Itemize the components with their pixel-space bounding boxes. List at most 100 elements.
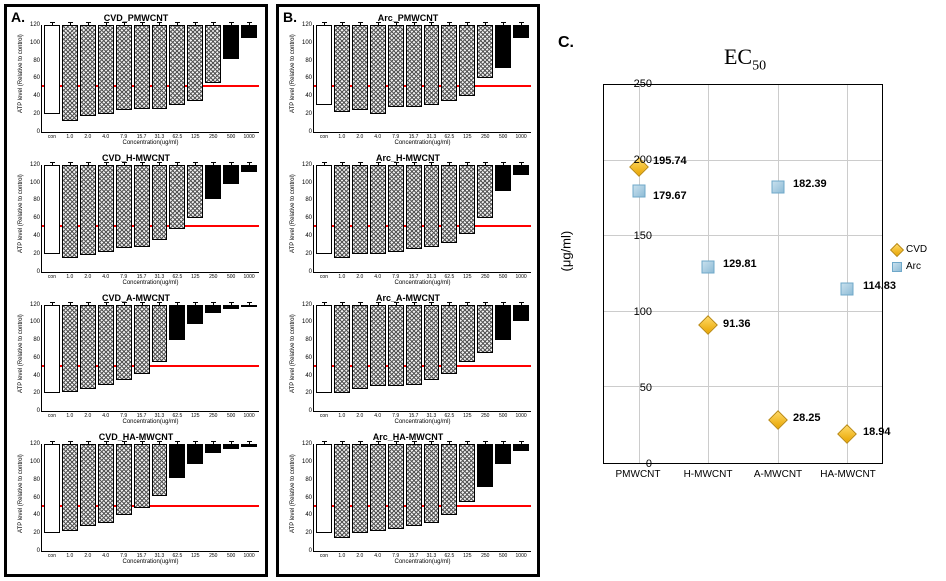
y-tick: 120	[30, 162, 40, 168]
scatter-x-tick: PMWCNT	[616, 469, 661, 480]
x-tick: 250	[209, 413, 217, 419]
y-tick: 40	[305, 512, 312, 518]
bar	[406, 444, 422, 526]
y-tick: 20	[305, 530, 312, 536]
x-tick: 125	[191, 413, 199, 419]
scatter-y-tick: 250	[634, 78, 652, 90]
data-label: 18.94	[863, 426, 891, 438]
y-axis-label: ATP level (Relative to control)	[290, 43, 296, 113]
bar	[513, 165, 529, 176]
x-axis-label: Concentration(ug/ml)	[394, 559, 450, 565]
x-tick: 4.0	[374, 134, 381, 140]
bar	[513, 25, 529, 38]
x-axis-label: Concentration(ug/ml)	[122, 140, 178, 146]
x-tick: 500	[227, 134, 235, 140]
bar	[352, 25, 368, 110]
scatter-y-tick: 100	[634, 306, 652, 318]
y-tick: 60	[305, 495, 312, 501]
y-axis-label: ATP level (Relative to control)	[18, 463, 24, 533]
bar	[495, 305, 511, 341]
bar	[424, 444, 440, 522]
bar-chart: CVD_PMWCNTATP level (Relative to control…	[11, 11, 261, 151]
x-tick: 125	[463, 134, 471, 140]
bar-chart: Arc_A-MWCNTATP level (Relative to contro…	[283, 291, 533, 431]
x-tick: 15.7	[409, 413, 419, 419]
bar	[205, 25, 221, 83]
bar	[388, 305, 404, 387]
y-tick: 40	[305, 233, 312, 239]
x-tick: con	[48, 553, 56, 559]
panel-b-label: B.	[283, 9, 297, 25]
x-tick: 500	[499, 274, 507, 280]
chart-plot: ATP level (Relative to control)Concentra…	[41, 165, 259, 273]
x-tick: 7.9	[120, 134, 127, 140]
y-tick: 40	[33, 233, 40, 239]
x-tick: 62.5	[445, 274, 455, 280]
bar	[316, 444, 332, 533]
bar	[477, 165, 493, 218]
y-tick: 0	[37, 129, 40, 135]
x-tick: 250	[209, 553, 217, 559]
figure-container: A. CVD_PMWCNTATP level (Relative to cont…	[0, 0, 946, 581]
scatter-y-tick: 0	[646, 458, 652, 470]
y-tick: 80	[305, 337, 312, 343]
x-tick: 1.0	[66, 413, 73, 419]
x-tick: con	[320, 553, 328, 559]
x-tick: 15.7	[137, 134, 147, 140]
x-tick: 31.3	[155, 553, 165, 559]
y-tick: 100	[30, 180, 40, 186]
x-tick: 2.0	[84, 274, 91, 280]
bar	[477, 25, 493, 78]
x-tick: 4.0	[374, 553, 381, 559]
bar	[495, 165, 511, 192]
bar	[370, 25, 386, 114]
x-tick: 1000	[516, 553, 527, 559]
x-tick: 1.0	[66, 274, 73, 280]
bar	[316, 25, 332, 105]
y-tick: 60	[33, 495, 40, 501]
scatter-point	[768, 410, 788, 430]
legend-label: Arc	[906, 261, 921, 272]
x-tick: 62.5	[445, 413, 455, 419]
panel-b: B. Arc_PMWCNTATP level (Relative to cont…	[276, 4, 540, 577]
bar	[441, 25, 457, 101]
bar	[388, 444, 404, 529]
bar	[370, 444, 386, 531]
data-label: 114.83	[863, 280, 896, 292]
y-tick: 80	[305, 58, 312, 64]
chart-plot: ATP level (Relative to control)Concentra…	[41, 444, 259, 552]
bar	[406, 25, 422, 107]
x-tick: 4.0	[374, 413, 381, 419]
x-tick: 31.3	[155, 413, 165, 419]
panel-a: A. CVD_PMWCNTATP level (Relative to cont…	[4, 4, 268, 577]
bar	[80, 305, 96, 390]
bar	[370, 165, 386, 254]
bar	[495, 444, 511, 464]
y-tick: 80	[305, 197, 312, 203]
x-tick: 250	[481, 134, 489, 140]
y-axis-label: ATP level (Relative to control)	[290, 323, 296, 393]
x-axis-label: Concentration(ug/ml)	[122, 419, 178, 425]
x-tick: 250	[209, 134, 217, 140]
x-tick: 62.5	[173, 274, 183, 280]
y-tick: 40	[33, 373, 40, 379]
x-axis-label: Concentration(ug/ml)	[394, 140, 450, 146]
bar	[334, 305, 350, 394]
y-tick: 0	[37, 269, 40, 275]
x-tick: 31.3	[155, 274, 165, 280]
scatter-point	[632, 185, 645, 198]
y-tick: 40	[305, 373, 312, 379]
bar-chart: CVD_H-MWCNTATP level (Relative to contro…	[11, 151, 261, 291]
x-tick: con	[48, 134, 56, 140]
y-axis-label: ATP level (Relative to control)	[18, 323, 24, 393]
x-tick: 1000	[516, 274, 527, 280]
y-tick: 0	[309, 548, 312, 554]
x-tick: 15.7	[409, 274, 419, 280]
bar	[241, 25, 257, 38]
bar	[223, 444, 239, 448]
x-tick: 7.9	[392, 553, 399, 559]
scatter-x-tick: A-MWCNT	[754, 469, 802, 480]
bar	[44, 25, 60, 114]
x-tick: 1000	[244, 553, 255, 559]
x-tick: 1.0	[338, 134, 345, 140]
